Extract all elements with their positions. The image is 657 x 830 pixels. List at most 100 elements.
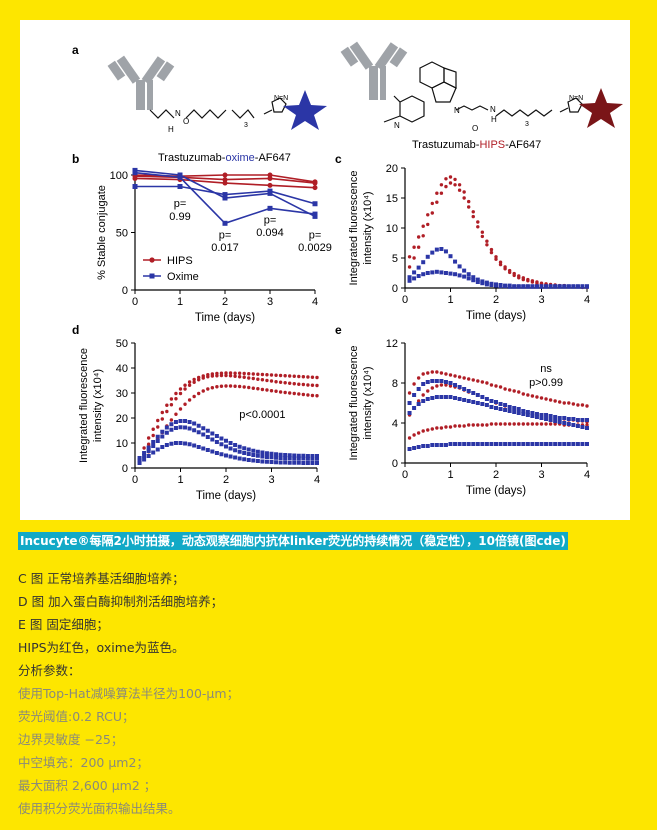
data-point-hips — [215, 385, 219, 389]
data-point-hips — [233, 371, 237, 375]
hips-NH-label: N — [490, 105, 496, 114]
data-point-hips — [448, 181, 453, 185]
data-point-oxime — [416, 387, 421, 391]
y-tick-label: 0 — [392, 283, 398, 295]
data-point-oxime — [246, 458, 251, 462]
data-point-hips — [530, 280, 535, 284]
data-point-oxime — [412, 276, 417, 281]
data-point-oxime — [434, 395, 439, 399]
data-point-hips — [467, 199, 471, 204]
data-point-oxime — [196, 445, 201, 449]
data-point-hips — [548, 422, 553, 426]
data-point-hips — [448, 373, 453, 377]
data-point-oxime — [534, 412, 539, 416]
param-line: 荧光阈值:0.2 RCU； — [18, 709, 135, 724]
data-point-oxime — [525, 410, 530, 414]
data-point-hips — [142, 446, 146, 450]
data-point-hips — [526, 279, 530, 283]
data-point-hips — [535, 395, 539, 399]
data-point-oxime — [521, 412, 526, 416]
data-point-oxime — [132, 170, 138, 176]
data-point-oxime — [516, 411, 521, 415]
data-point-hips — [197, 391, 201, 396]
data-point-hips — [178, 387, 183, 391]
data-point-hips — [453, 424, 457, 428]
data-point-hips — [435, 384, 439, 388]
data-point-hips — [197, 378, 201, 382]
data-point-hips — [489, 250, 494, 255]
param-line: 边界灵敏度 −25； — [18, 732, 124, 747]
data-point-oxime — [246, 447, 251, 452]
data-point-oxime — [292, 456, 297, 461]
data-point-oxime — [222, 220, 228, 226]
data-point-oxime — [287, 453, 292, 458]
data-point-oxime — [507, 409, 512, 413]
data-point-hips — [535, 422, 539, 426]
data-point-hips — [448, 425, 453, 429]
data-point-hips — [222, 177, 228, 183]
data-point-hips — [439, 426, 444, 430]
data-point-oxime — [539, 442, 544, 446]
data-point-hips — [260, 378, 265, 382]
data-point-hips — [553, 399, 557, 403]
data-point-oxime — [177, 174, 183, 180]
panel-a-label: a — [72, 43, 79, 57]
data-point-oxime — [233, 448, 238, 453]
data-point-oxime — [146, 445, 151, 450]
y-axis-label: intensity (x10⁴) — [362, 191, 374, 264]
x-axis-label: Time (days) — [466, 310, 526, 322]
data-point-oxime — [453, 272, 458, 277]
data-point-oxime — [210, 437, 215, 442]
data-point-oxime — [219, 436, 224, 441]
data-point-oxime — [237, 449, 242, 454]
data-point-hips — [457, 424, 462, 428]
data-point-oxime — [516, 407, 521, 411]
data-point-hips — [521, 277, 525, 282]
y-axis-label: Integrated fluorescence — [78, 348, 90, 463]
data-point-oxime — [246, 452, 251, 456]
data-point-oxime — [274, 452, 279, 457]
data-point-oxime — [146, 454, 151, 458]
data-point-oxime — [407, 411, 412, 415]
data-point-hips — [183, 383, 187, 387]
legend-label: Oxime — [167, 271, 199, 283]
data-point-oxime — [242, 451, 247, 455]
data-point-oxime — [407, 278, 412, 283]
data-point-oxime — [214, 434, 219, 438]
data-point-hips — [233, 374, 237, 378]
data-point-oxime — [489, 405, 494, 409]
data-point-hips — [256, 377, 260, 381]
data-point-hips — [206, 387, 210, 391]
data-point-hips — [183, 387, 187, 391]
data-point-oxime — [421, 260, 426, 265]
data-point-oxime — [201, 432, 206, 437]
annotation-label: p= — [219, 229, 232, 241]
data-point-oxime — [525, 413, 530, 417]
data-point-hips — [430, 211, 434, 215]
data-point-oxime — [264, 455, 269, 459]
y-tick-label: 4 — [392, 418, 398, 430]
data-point-hips — [462, 424, 466, 428]
data-point-hips — [201, 376, 205, 380]
data-point-hips — [530, 422, 535, 426]
data-point-hips — [301, 392, 306, 397]
data-point-oxime — [489, 283, 494, 287]
hips-N2-label: N — [394, 121, 400, 130]
y-axis-label: intensity (x10⁴) — [362, 366, 374, 439]
data-point-oxime — [278, 456, 283, 460]
oxime-O-label: O — [183, 117, 189, 126]
data-point-hips — [237, 384, 242, 389]
af647-star-red-icon — [579, 88, 623, 128]
data-point-oxime — [421, 399, 426, 403]
data-point-oxime — [512, 406, 517, 410]
data-point-hips — [476, 423, 480, 427]
data-point-oxime — [155, 434, 160, 439]
data-point-oxime — [178, 425, 183, 430]
data-point-hips — [174, 391, 178, 396]
legend-marker — [149, 273, 155, 279]
data-point-hips — [498, 262, 503, 267]
data-point-hips — [580, 403, 585, 407]
data-point-hips — [312, 179, 318, 185]
data-point-oxime — [562, 416, 567, 420]
data-point-hips — [174, 397, 178, 401]
